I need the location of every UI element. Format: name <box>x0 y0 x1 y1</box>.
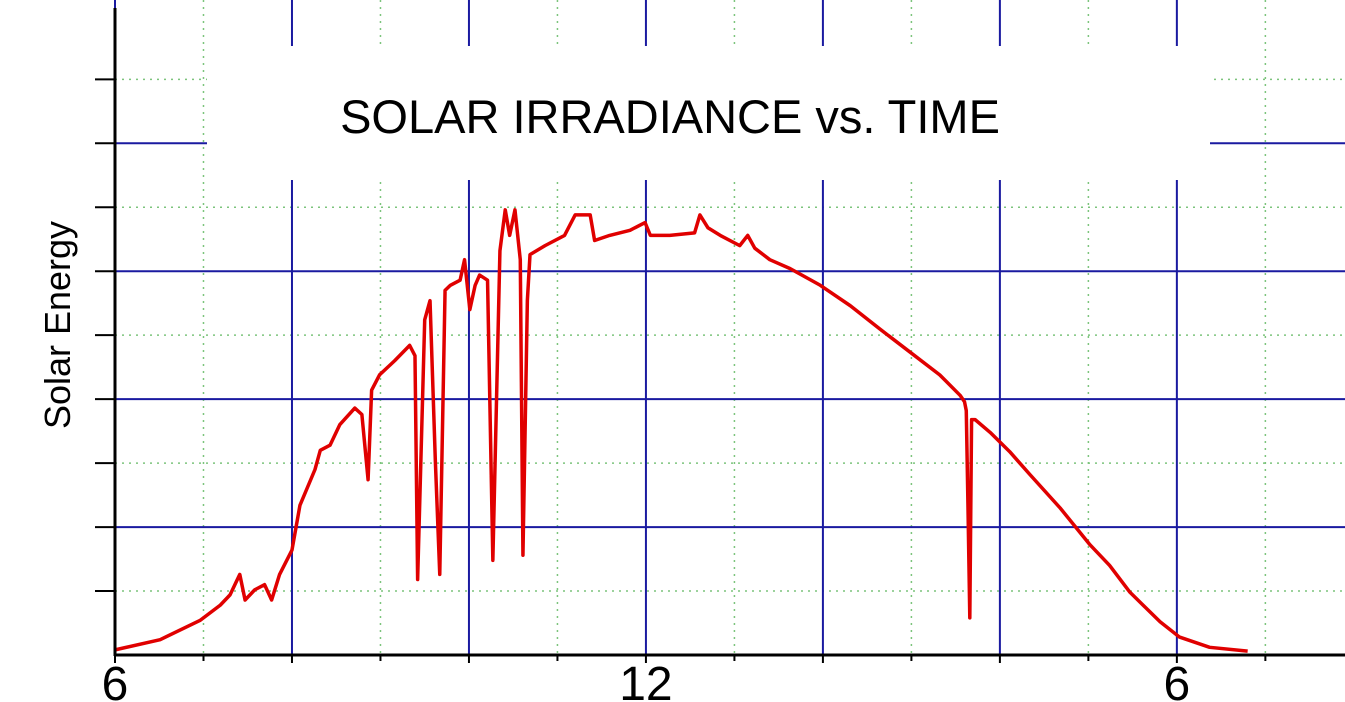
x-tick-label: 6 <box>1164 658 1191 702</box>
axes-ticks: 6 12 6 <box>95 78 1267 702</box>
plot <box>114 208 1248 653</box>
line <box>114 208 1248 653</box>
title-box <box>207 46 1210 180</box>
y-axis-label: Solar Energy <box>37 221 78 429</box>
x-tick-label: 6 <box>102 658 129 702</box>
x-tick-label: 12 <box>619 658 672 702</box>
chart-title: SOLAR IRRADIANCE vs. TIME <box>340 90 1000 143</box>
